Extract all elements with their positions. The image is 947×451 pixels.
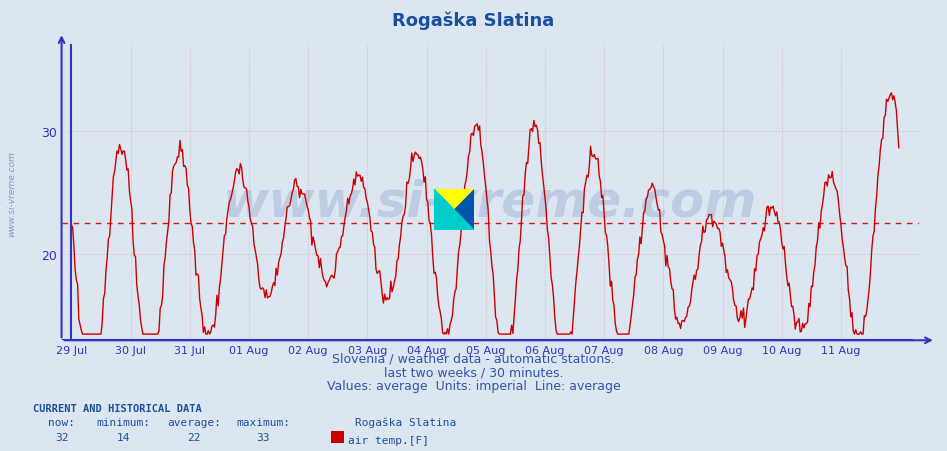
- Text: www.si-vreme.com: www.si-vreme.com: [7, 151, 16, 237]
- Text: Slovenia / weather data - automatic stations.: Slovenia / weather data - automatic stat…: [332, 352, 615, 365]
- Polygon shape: [434, 189, 474, 230]
- Text: Values: average  Units: imperial  Line: average: Values: average Units: imperial Line: av…: [327, 379, 620, 392]
- Text: www.si-vreme.com: www.si-vreme.com: [223, 178, 758, 226]
- Text: 33: 33: [257, 432, 270, 442]
- Text: maximum:: maximum:: [236, 417, 291, 427]
- Text: Rogaška Slatina: Rogaška Slatina: [392, 11, 555, 29]
- Text: 32: 32: [55, 432, 68, 442]
- Text: air temp.[F]: air temp.[F]: [348, 435, 429, 445]
- Text: now:: now:: [48, 417, 75, 427]
- Text: minimum:: minimum:: [96, 417, 151, 427]
- Text: 22: 22: [188, 432, 201, 442]
- Text: 14: 14: [116, 432, 130, 442]
- Text: Rogaška Slatina: Rogaška Slatina: [355, 416, 456, 427]
- Text: average:: average:: [167, 417, 222, 427]
- Text: last two weeks / 30 minutes.: last two weeks / 30 minutes.: [384, 366, 563, 378]
- Text: CURRENT AND HISTORICAL DATA: CURRENT AND HISTORICAL DATA: [33, 403, 202, 413]
- Polygon shape: [434, 189, 474, 230]
- Polygon shape: [434, 189, 474, 230]
